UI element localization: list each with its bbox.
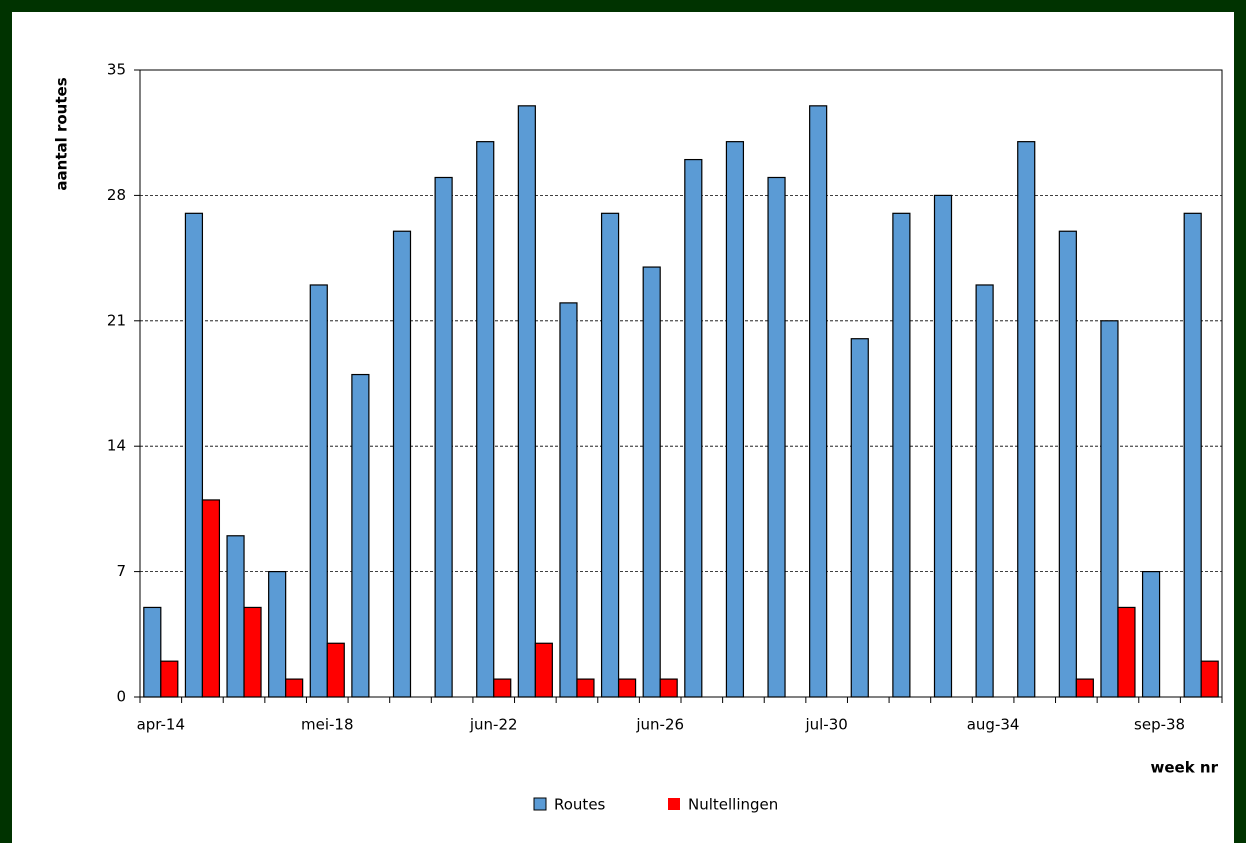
bar: [642, 266, 661, 698]
x-tick-label: jun-22: [469, 716, 518, 734]
bar: [1141, 570, 1161, 698]
bar: [725, 141, 745, 698]
bar: [933, 194, 953, 698]
bar: [975, 284, 994, 698]
x-tick-label: mei-18: [301, 716, 354, 734]
bar: [392, 230, 412, 698]
bar: [160, 660, 179, 698]
y-tick-label: 35: [107, 61, 126, 79]
bar: [226, 535, 245, 698]
bar: [517, 105, 536, 698]
legend-swatch: [533, 797, 547, 811]
y-tick-label: 7: [116, 562, 126, 580]
bar: [659, 678, 678, 698]
y-tick-label: 21: [107, 311, 126, 329]
x-tick-label: jul-30: [804, 716, 847, 734]
bar: [576, 678, 595, 698]
bar: [892, 212, 911, 698]
y-axis-label: aantal routes: [53, 77, 71, 190]
bar: [1100, 320, 1119, 698]
bar: [1200, 660, 1219, 698]
legend-swatch: [668, 798, 680, 810]
bar: [243, 606, 262, 698]
bar: [600, 212, 620, 698]
bar: [1183, 212, 1202, 698]
bar: [309, 284, 328, 698]
bar: [351, 373, 370, 698]
bar: [285, 678, 304, 698]
bar: [767, 176, 786, 698]
x-tick-label: aug-34: [967, 716, 1020, 734]
bar: [143, 606, 162, 698]
bar: [1058, 230, 1077, 698]
bar: [326, 642, 345, 698]
bar: [268, 570, 287, 698]
bar: [617, 678, 637, 698]
bar: [184, 212, 204, 698]
y-tick-label: 0: [116, 688, 126, 706]
bar: [684, 158, 703, 698]
legend-label: Nultellingen: [688, 796, 778, 814]
y-tick-label: 14: [107, 437, 126, 455]
x-tick-label: apr-14: [137, 716, 185, 734]
bar: [850, 338, 869, 698]
bar: [201, 499, 221, 698]
y-tick-label: 28: [107, 186, 126, 204]
bar: [809, 105, 828, 698]
x-axis-label: week nr: [1151, 759, 1219, 777]
bar: [493, 678, 512, 698]
bar: [1117, 606, 1136, 698]
bar: [1075, 678, 1094, 698]
legend-label: Routes: [554, 796, 606, 814]
x-tick-label: sep-38: [1134, 716, 1185, 734]
bar: [534, 642, 553, 698]
bar: [434, 176, 453, 698]
bar: [559, 302, 578, 698]
bar: [476, 141, 495, 698]
x-tick-label: jun-26: [635, 716, 684, 734]
bar: [1017, 141, 1036, 698]
